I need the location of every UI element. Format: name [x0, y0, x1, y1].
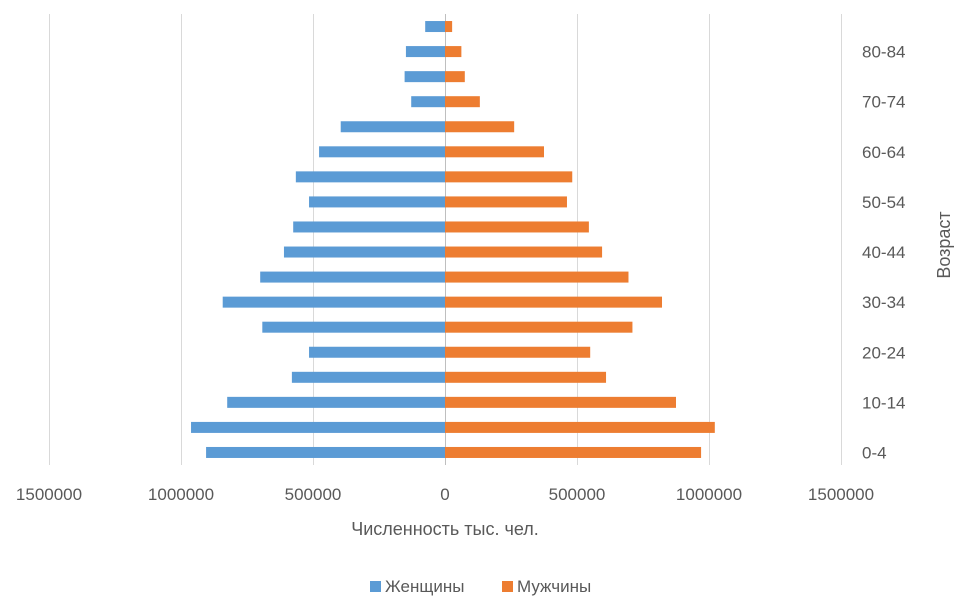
bar-female-0-4 — [206, 446, 445, 458]
y-axis-title: Возраст — [934, 211, 954, 278]
bar-male-70-74 — [445, 96, 480, 108]
x-tick-label: 1500000 — [16, 485, 82, 504]
bar-male-30-34 — [445, 296, 663, 308]
bar-female-20-24 — [309, 346, 445, 358]
x-tick-label: 1500000 — [808, 485, 874, 504]
bar-female-65-69 — [340, 121, 445, 133]
y-tick-label: 0-4 — [862, 443, 887, 462]
legend: Женщины Мужчины — [370, 577, 591, 596]
bar-male-35-39 — [445, 271, 629, 283]
bar-male-15-19 — [445, 371, 607, 383]
bar-female-35-39 — [260, 271, 445, 283]
bar-female-15-19 — [291, 371, 445, 383]
bar-male-0-4 — [445, 446, 702, 458]
x-axis-title: Численность тыс. чел. — [351, 519, 539, 539]
bar-male-50-54 — [445, 196, 567, 208]
y-tick-label: 20-24 — [862, 343, 905, 362]
bar-female-10-14 — [227, 396, 445, 408]
bar-male-5-9 — [445, 421, 715, 433]
legend-label-male: Мужчины — [517, 577, 591, 596]
bar-male-40-44 — [445, 246, 603, 258]
x-tick-label: 1000000 — [148, 485, 214, 504]
bar-male-85+ — [445, 21, 453, 33]
x-tick-label: 1000000 — [676, 485, 742, 504]
legend-swatch-female — [370, 581, 381, 592]
bar-female-45-49 — [293, 221, 445, 233]
x-tick-label: 500000 — [549, 485, 606, 504]
bar-female-40-44 — [283, 246, 445, 258]
bar-female-85+ — [425, 21, 445, 33]
y-tick-label: 40-44 — [862, 243, 905, 262]
bar-female-70-74 — [411, 96, 445, 108]
legend-label-female: Женщины — [385, 577, 464, 596]
y-axis-ticks: 0-4 10-14 20-24 30-34 40-44 50-54 60-64 70-74 80… — [862, 43, 905, 463]
bar-male-75-79 — [445, 71, 465, 83]
bar-male-25-29 — [445, 321, 633, 333]
bar-female-25-29 — [262, 321, 445, 333]
y-tick-label: 50-54 — [862, 193, 905, 212]
bar-male-10-14 — [445, 396, 676, 408]
bar-male-45-49 — [445, 221, 589, 233]
bars — [191, 21, 715, 458]
bar-female-55-59 — [295, 171, 445, 183]
x-tick-label: 0 — [440, 485, 449, 504]
gridlines — [49, 14, 842, 465]
bar-male-60-64 — [445, 146, 544, 158]
bar-female-5-9 — [191, 421, 445, 433]
bar-female-75-79 — [404, 71, 445, 83]
bar-female-60-64 — [319, 146, 445, 158]
x-tick-label: 500000 — [285, 485, 342, 504]
bar-male-20-24 — [445, 346, 591, 358]
y-tick-label: 80-84 — [862, 43, 905, 62]
y-tick-label: 60-64 — [862, 143, 905, 162]
bar-female-50-54 — [309, 196, 445, 208]
y-tick-label: 70-74 — [862, 93, 905, 112]
bar-male-65-69 — [445, 121, 515, 133]
legend-swatch-male — [502, 581, 513, 592]
bar-male-55-59 — [445, 171, 573, 183]
bar-female-80-84 — [405, 46, 445, 58]
y-tick-label: 10-14 — [862, 393, 905, 412]
bar-female-30-34 — [222, 296, 445, 308]
bar-male-80-84 — [445, 46, 462, 58]
x-axis-ticks: 1500000 1000000 500000 0 500000 1000000 150000… — [16, 485, 874, 504]
y-tick-label: 30-34 — [862, 293, 905, 312]
